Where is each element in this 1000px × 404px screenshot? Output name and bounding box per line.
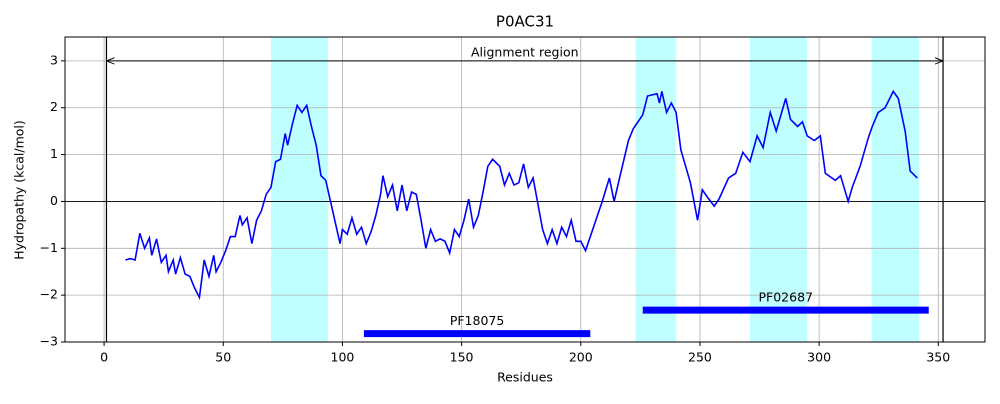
domain-label: PF02687 [758, 290, 813, 305]
shaded-region [749, 37, 808, 342]
shaded-region [871, 37, 920, 342]
x-tick-label: 350 [926, 350, 950, 365]
domain-label: PF18075 [450, 313, 505, 328]
chart-title: P0AC31 [496, 13, 554, 31]
x-tick-label: 150 [450, 350, 474, 365]
y-tick-label: 3 [50, 52, 58, 67]
shaded-region [270, 37, 329, 342]
x-tick-label: 100 [331, 350, 355, 365]
y-tick-label: −2 [40, 287, 58, 302]
x-tick-label: 300 [807, 350, 831, 365]
alignment-label: Alignment region [471, 44, 579, 59]
x-axis-label: Residues [497, 370, 553, 385]
x-tick-label: 50 [215, 350, 231, 365]
y-tick-label: 0 [50, 193, 58, 208]
x-tick-label: 250 [688, 350, 712, 365]
y-tick-label: −3 [40, 334, 58, 349]
y-tick-label: 1 [50, 146, 58, 161]
y-axis-label: Hydropathy (kcal/mol) [12, 120, 27, 260]
x-tick-label: 0 [100, 350, 108, 365]
plot-frame [64, 36, 986, 343]
x-tick-label: 200 [569, 350, 593, 365]
y-tick-label: −1 [40, 240, 58, 255]
y-tick-label: 2 [50, 99, 58, 114]
hydropathy-line [125, 89, 918, 301]
shaded-region [635, 37, 677, 342]
